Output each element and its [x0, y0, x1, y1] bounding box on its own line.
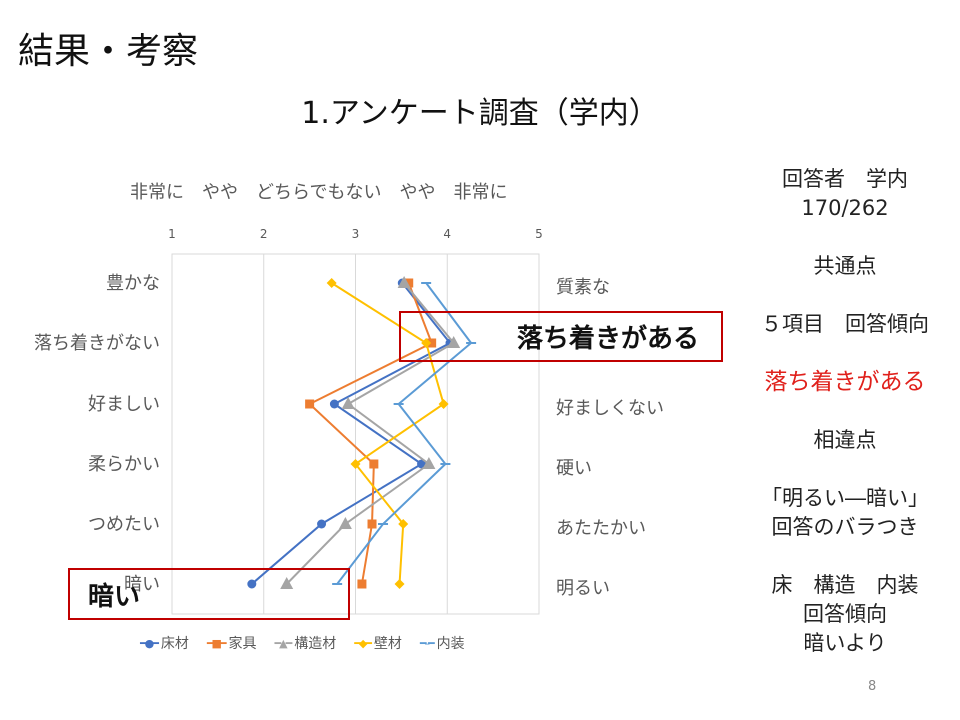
legend-swatch-icon: ━●━: [140, 636, 159, 650]
left-row-label: 落ち着きがない: [34, 333, 160, 354]
highlight-box-dark: [68, 568, 350, 620]
marker-diamond: [394, 579, 405, 589]
highlight-box-calm: [399, 311, 723, 362]
highlight-dark-text: 暗い: [88, 582, 141, 612]
slide-title: 結果・考察: [18, 31, 199, 72]
legend-item: ━–━ 内装: [420, 633, 465, 653]
marker-circle: [247, 579, 257, 589]
legend-label: 壁材: [373, 636, 402, 652]
right-row-label: 硬い: [556, 458, 592, 479]
marker-square: [357, 579, 367, 589]
series-line-内装: [336, 282, 473, 585]
marker-circle: [329, 399, 339, 409]
diff-line5: 暗いより: [803, 631, 887, 655]
left-row-label: 豊かな: [106, 273, 160, 294]
legend-label: 床材: [160, 636, 189, 652]
marker-triangle: [422, 457, 436, 469]
legend-swatch-icon: ━◆━: [354, 636, 372, 650]
series-line-床材: [251, 282, 452, 585]
marker-diamond: [326, 278, 337, 288]
series-line-家具: [307, 282, 433, 585]
chart-title: 1.アンケート調査（学内）: [301, 96, 659, 131]
marker-square: [305, 399, 315, 409]
marker-square: [427, 338, 437, 348]
page-number: 8: [868, 679, 877, 694]
common-result: 落ち着きがある: [764, 369, 926, 395]
marker-circle: [417, 459, 427, 469]
legend-swatch-icon: ━–━: [419, 636, 435, 650]
highlight-calm-text: 落ち着きがある: [517, 324, 700, 354]
legend: ━●━ 床材 ━■━ 家具 ━▲━ 構造材 ━◆━ 壁材 ━–━ 内装: [140, 633, 465, 653]
left-row-label: 好ましい: [88, 394, 160, 415]
legend-item: ━●━ 床材: [140, 633, 189, 653]
legend-item: ━■━ 家具: [207, 633, 257, 653]
marker-diamond: [438, 399, 449, 409]
marker-diamond: [350, 459, 361, 469]
left-row-label: つめたい: [88, 514, 160, 535]
marker-triangle: [338, 517, 352, 529]
legend-swatch-icon: ━■━: [206, 636, 227, 650]
marker-circle: [317, 519, 327, 529]
legend-label: 家具: [228, 636, 257, 652]
x-tick-label: 4: [443, 227, 451, 241]
right-row-label: 明るい: [556, 578, 610, 599]
right-row-label: 質素な: [556, 277, 610, 298]
legend-label: 構造材: [294, 636, 337, 652]
left-row-label: 暗い: [124, 574, 160, 595]
legend-item: ━◆━ 壁材: [354, 633, 402, 653]
right-row-label: あたたかい: [556, 518, 646, 539]
diff-line3: 床 構造 内装: [771, 573, 919, 597]
marker-triangle: [341, 397, 355, 409]
x-tick-label: 2: [260, 227, 268, 241]
legend-swatch-icon: ━▲━: [274, 636, 292, 650]
marker-square: [369, 459, 379, 469]
side-notes: 回答者 学内 170/262 共通点 ５項目 回答傾向 落ち着きがある 相違点 …: [745, 165, 945, 658]
left-row-label: 柔らかい: [88, 454, 160, 475]
marker-triangle: [397, 276, 411, 288]
legend-label: 内装: [436, 636, 465, 652]
scale-words: 非常に やや どちらでもない やや 非常に: [130, 182, 508, 203]
x-tick-label: 5: [535, 227, 543, 241]
marker-diamond: [398, 519, 409, 529]
marker-triangle: [280, 577, 294, 589]
diff-line4: 回答傾向: [803, 602, 887, 626]
common-text: ５項目 回答傾向: [761, 312, 929, 336]
diff-line1: 「明るい―暗い」: [761, 486, 929, 510]
marker-square: [367, 519, 377, 529]
legend-item: ━▲━ 構造材: [274, 633, 336, 653]
marker-diamond: [421, 338, 432, 348]
diff-heading: 相違点: [813, 428, 877, 452]
series-line-壁材: [331, 282, 445, 585]
respondents-label: 回答者 学内: [782, 167, 908, 191]
series-line-構造材: [285, 282, 456, 585]
x-tick-label: 3: [352, 227, 360, 241]
right-row-label: 好ましくない: [556, 398, 664, 419]
marker-square: [404, 278, 414, 288]
diff-line2: 回答のバラつき: [771, 515, 919, 539]
x-tick-label: 1: [168, 227, 176, 241]
marker-triangle: [447, 336, 461, 348]
common-heading: 共通点: [813, 254, 877, 278]
respondents-count: 170/262: [801, 196, 889, 220]
